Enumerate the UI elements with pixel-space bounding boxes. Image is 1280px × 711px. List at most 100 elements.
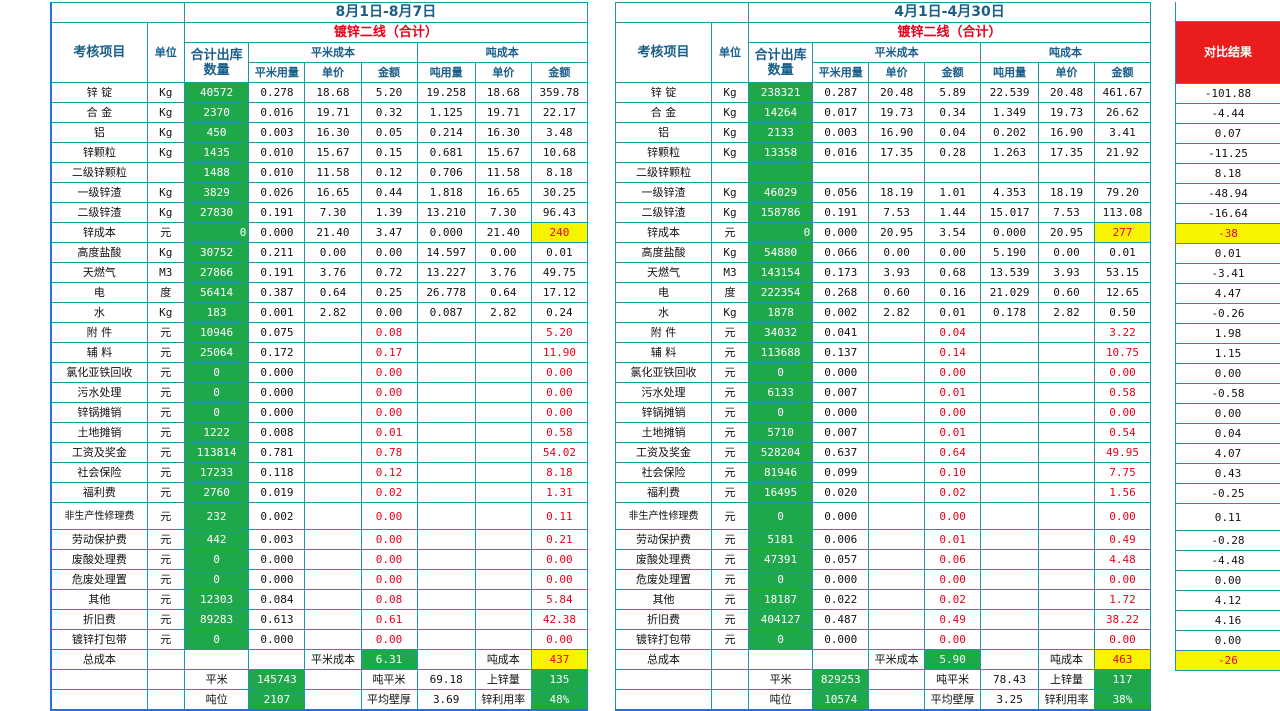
sqm-usage-cell[interactable]: 0.016 (249, 103, 305, 123)
ton-usage-cell[interactable]: 5.190 (981, 243, 1039, 263)
ton-amount-cell[interactable]: 0.00 (531, 630, 587, 650)
qty-cell[interactable]: 89283 (184, 610, 249, 630)
ton-price-cell[interactable] (475, 323, 531, 343)
footer-value[interactable]: 38% (1095, 690, 1151, 711)
ton-price-cell[interactable]: 0.00 (475, 243, 531, 263)
ton-cost-label[interactable]: 吨成本 (475, 650, 531, 670)
qty-cell[interactable]: 54880 (748, 243, 812, 263)
ton-usage-cell[interactable] (417, 590, 475, 610)
unit-cell[interactable]: Kg (147, 123, 184, 143)
sqm-price-cell[interactable] (305, 443, 361, 463)
comparison-value[interactable]: -16.64 (1176, 204, 1280, 224)
ton-price-cell[interactable] (475, 403, 531, 423)
sqm-usage-cell[interactable]: 0.000 (813, 403, 869, 423)
header-sqm-usage[interactable]: 平米用量 (813, 63, 869, 83)
ton-price-cell[interactable] (1039, 570, 1095, 590)
qty-cell[interactable]: 113688 (748, 343, 812, 363)
unit-cell[interactable]: 元 (147, 550, 184, 570)
sqm-usage-cell[interactable]: 0.173 (813, 263, 869, 283)
ton-usage-cell[interactable]: 15.017 (981, 203, 1039, 223)
ton-price-cell[interactable] (1039, 343, 1095, 363)
sqm-price-cell[interactable] (869, 590, 925, 610)
blank-cell[interactable] (184, 650, 249, 670)
sqm-price-cell[interactable] (869, 503, 925, 530)
item-label[interactable]: 折旧费 (616, 610, 712, 630)
ton-usage-cell[interactable] (981, 483, 1039, 503)
sqm-amount-cell[interactable]: 0.00 (361, 403, 417, 423)
sqm-amount-cell[interactable]: 0.28 (925, 143, 981, 163)
header-qty[interactable]: 合计出库数量 (748, 43, 812, 83)
comparison-value[interactable]: 1.98 (1176, 324, 1280, 344)
item-label[interactable]: 合 金 (51, 103, 147, 123)
ton-usage-cell[interactable]: 0.000 (981, 223, 1039, 243)
comparison-value[interactable]: -4.48 (1176, 551, 1280, 571)
footer-value[interactable]: 3.25 (981, 690, 1039, 711)
item-label[interactable]: 天燃气 (51, 263, 147, 283)
blank-cell[interactable] (712, 650, 749, 670)
sqm-price-cell[interactable]: 19.71 (305, 103, 361, 123)
sqm-usage-cell[interactable]: 0.002 (249, 503, 305, 530)
sqm-usage-cell[interactable]: 0.781 (249, 443, 305, 463)
ton-usage-cell[interactable]: 0.706 (417, 163, 475, 183)
qty-cell[interactable]: 0 (184, 630, 249, 650)
ton-price-cell[interactable] (1039, 163, 1095, 183)
ton-usage-cell[interactable] (417, 423, 475, 443)
item-label[interactable]: 水 (616, 303, 712, 323)
ton-amount-cell[interactable]: 26.62 (1095, 103, 1151, 123)
ton-price-cell[interactable] (475, 383, 531, 403)
unit-cell[interactable]: 元 (147, 483, 184, 503)
unit-cell[interactable]: 元 (712, 223, 749, 243)
blank-cell[interactable] (748, 650, 812, 670)
item-label[interactable]: 锌锅摊销 (616, 403, 712, 423)
ton-usage-cell[interactable] (417, 383, 475, 403)
blank-cell[interactable] (1176, 2, 1280, 22)
sqm-amount-cell[interactable]: 0.01 (925, 530, 981, 550)
qty-cell[interactable]: 0 (184, 570, 249, 590)
qty-cell[interactable]: 1488 (184, 163, 249, 183)
unit-cell[interactable]: 元 (147, 503, 184, 530)
unit-cell[interactable]: 元 (147, 223, 184, 243)
sqm-usage-cell[interactable]: 0.278 (249, 83, 305, 103)
sqm-price-cell[interactable] (305, 630, 361, 650)
ton-price-cell[interactable]: 11.58 (475, 163, 531, 183)
item-label[interactable]: 铝 (51, 123, 147, 143)
sqm-usage-cell[interactable]: 0.000 (249, 570, 305, 590)
qty-cell[interactable]: 0 (748, 503, 812, 530)
sqm-usage-cell[interactable]: 0.000 (813, 503, 869, 530)
sqm-usage-cell[interactable]: 0.613 (249, 610, 305, 630)
ton-usage-cell[interactable]: 13.227 (417, 263, 475, 283)
ton-price-cell[interactable] (475, 503, 531, 530)
header-price[interactable]: 单价 (305, 63, 361, 83)
unit-cell[interactable]: 元 (712, 463, 749, 483)
ton-usage-cell[interactable]: 19.258 (417, 83, 475, 103)
item-label[interactable]: 氯化亚铁回收 (51, 363, 147, 383)
sqm-usage-cell[interactable]: 0.056 (813, 183, 869, 203)
qty-cell[interactable]: 47391 (748, 550, 812, 570)
sqm-amount-cell[interactable]: 0.64 (925, 443, 981, 463)
sqm-price-cell[interactable] (305, 503, 361, 530)
footer-label[interactable]: 平米 (184, 670, 249, 690)
blank-cell[interactable] (249, 650, 305, 670)
unit-cell[interactable]: Kg (147, 83, 184, 103)
footer-label[interactable]: 锌利用率 (1039, 690, 1095, 711)
unit-cell[interactable]: Kg (147, 103, 184, 123)
unit-cell[interactable]: Kg (147, 243, 184, 263)
header-amount[interactable]: 金额 (1095, 63, 1151, 83)
ton-usage-cell[interactable] (417, 503, 475, 530)
ton-price-cell[interactable] (1039, 423, 1095, 443)
unit-cell[interactable] (147, 163, 184, 183)
ton-price-cell[interactable] (475, 443, 531, 463)
ton-usage-cell[interactable]: 26.778 (417, 283, 475, 303)
comparison-value[interactable]: -4.44 (1176, 104, 1280, 124)
ton-amount-cell[interactable]: 11.90 (531, 343, 587, 363)
ton-amount-cell[interactable]: 0.00 (1095, 503, 1151, 530)
unit-cell[interactable]: Kg (712, 243, 749, 263)
header-amount[interactable]: 金额 (531, 63, 587, 83)
sqm-price-cell[interactable] (305, 463, 361, 483)
qty-cell[interactable]: 56414 (184, 283, 249, 303)
item-label[interactable]: 其他 (51, 590, 147, 610)
sqm-usage-cell[interactable]: 0.000 (813, 223, 869, 243)
sqm-usage-cell[interactable]: 0.191 (249, 263, 305, 283)
unit-cell[interactable]: 元 (712, 630, 749, 650)
qty-cell[interactable]: 0 (748, 363, 812, 383)
